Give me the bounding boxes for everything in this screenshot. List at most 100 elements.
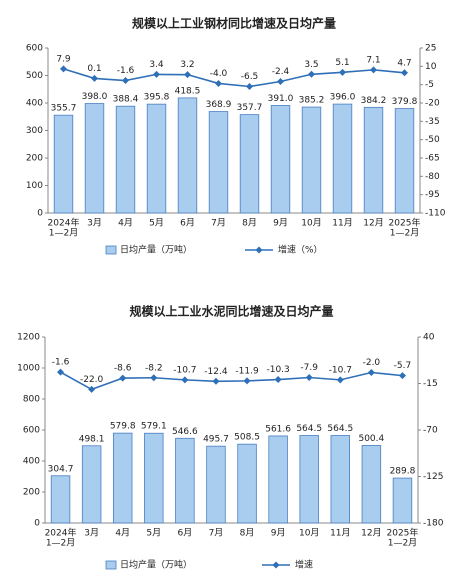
line-label: 3.2 xyxy=(180,60,194,70)
line-label: 3.4 xyxy=(149,60,164,70)
bar xyxy=(239,114,260,214)
marker xyxy=(212,377,220,385)
y2-tick-label: -125 xyxy=(423,472,443,482)
bar xyxy=(330,435,351,524)
y-tick-label: 100 xyxy=(26,181,43,191)
y-tick-label: 1000 xyxy=(17,364,40,374)
legend-swatch xyxy=(105,560,117,570)
line-label: -8.6 xyxy=(114,364,132,374)
line-label: -1.6 xyxy=(117,66,135,76)
bar xyxy=(53,114,74,214)
x-tick-label: 2024年 xyxy=(48,217,80,229)
marker xyxy=(184,71,191,79)
bar xyxy=(301,106,322,214)
marker xyxy=(181,376,189,384)
bar xyxy=(144,432,164,524)
bar-label: 395.8 xyxy=(144,93,170,103)
bar-label: 388.4 xyxy=(113,95,139,105)
bar-label: 579.8 xyxy=(110,422,136,432)
x-tick-label: 6月 xyxy=(178,528,193,539)
y-tick-label: 400 xyxy=(26,99,43,109)
line-label: -10.7 xyxy=(329,365,352,375)
y-tick-label: 800 xyxy=(23,395,40,405)
bar xyxy=(81,445,102,524)
x-tick-label: 11月 xyxy=(332,218,352,229)
line xyxy=(63,68,405,88)
bar xyxy=(270,105,291,214)
bar xyxy=(332,103,353,214)
line-label: -6.5 xyxy=(241,72,259,82)
marker xyxy=(277,77,284,85)
y2-tick-label: -15 xyxy=(423,379,438,389)
x-tick-label: 2025年 xyxy=(387,527,419,539)
x-tick-label: 4月 xyxy=(115,528,130,539)
legend-label: 增速（%） xyxy=(278,244,323,256)
bar xyxy=(50,475,71,524)
line-label: 4.7 xyxy=(397,58,411,68)
y2-tick-label: -110 xyxy=(425,209,446,219)
x-tick-label: 7月 xyxy=(209,528,224,539)
y2-tick-label: -50 xyxy=(425,135,440,145)
bar xyxy=(208,111,229,214)
legend-label: 日均产量（万吨） xyxy=(120,559,192,571)
bar-label: 385.2 xyxy=(299,96,325,106)
y-tick-label: 500 xyxy=(26,71,43,81)
y2-tick-label: -95 xyxy=(425,190,440,200)
marker xyxy=(57,368,65,376)
marker xyxy=(367,369,375,377)
line-label: -7.9 xyxy=(300,363,318,373)
bar xyxy=(268,435,288,524)
bar xyxy=(394,108,415,214)
legend-label: 增速 xyxy=(295,559,313,571)
x-tick-label: 3月 xyxy=(84,528,99,539)
line-label: 5.1 xyxy=(335,58,349,68)
legend-label: 日均产量（万吨） xyxy=(120,244,192,256)
x-tick-label: 10月 xyxy=(301,218,321,229)
x-tick-label: 4月 xyxy=(118,218,133,229)
line-label: 0.1 xyxy=(87,64,101,74)
bar-label: 398.0 xyxy=(82,92,108,102)
y-tick-label: 200 xyxy=(23,488,40,498)
marker xyxy=(401,69,408,77)
marker xyxy=(91,74,98,82)
x-tick-label: 8月 xyxy=(242,218,257,229)
y-tick-label: 600 xyxy=(23,426,40,436)
line xyxy=(60,371,403,391)
line-label: 3.5 xyxy=(304,60,318,70)
legend-marker xyxy=(272,561,280,569)
y-tick-label: 1200 xyxy=(17,333,40,343)
x-tick-label: 12月 xyxy=(363,218,383,229)
x-tick-label: 2025年 xyxy=(389,217,421,229)
legend-marker xyxy=(255,246,263,254)
x-tick-label: 6月 xyxy=(180,218,195,229)
bar xyxy=(206,445,226,524)
y2-tick-label: -180 xyxy=(423,519,444,529)
chart-title: 规模以上工业水泥同比增速及日均产量 xyxy=(129,304,333,319)
y-tick-label: 400 xyxy=(23,457,40,467)
y2-tick-label: 10 xyxy=(425,62,437,72)
y2-tick-label: -65 xyxy=(425,154,440,164)
y2-tick-label: 40 xyxy=(423,333,435,343)
marker xyxy=(122,77,129,85)
bar-label: 579.1 xyxy=(141,422,167,432)
x-tick-label: 9月 xyxy=(271,528,286,539)
marker xyxy=(215,79,222,87)
y2-tick-label: -35 xyxy=(425,117,440,127)
bar xyxy=(299,435,319,524)
x-tick-label: 2024年 xyxy=(45,527,77,539)
bar-label: 500.4 xyxy=(358,434,384,444)
y2-tick-label: -5 xyxy=(425,80,434,90)
bar-label: 508.5 xyxy=(234,433,260,443)
y2-tick-label: -80 xyxy=(425,172,440,182)
bar-label: 355.7 xyxy=(51,104,77,114)
x-tick-label: 1—2月 xyxy=(49,228,78,239)
line-label: -1.6 xyxy=(52,358,70,368)
bar-label: 498.1 xyxy=(79,434,105,444)
marker xyxy=(305,373,313,381)
bar-label: 564.5 xyxy=(327,424,353,434)
y2-tick-label: 25 xyxy=(425,44,436,54)
x-tick-label: 5月 xyxy=(149,218,164,229)
line-label: 7.1 xyxy=(366,55,380,65)
legend-swatch xyxy=(105,245,117,255)
